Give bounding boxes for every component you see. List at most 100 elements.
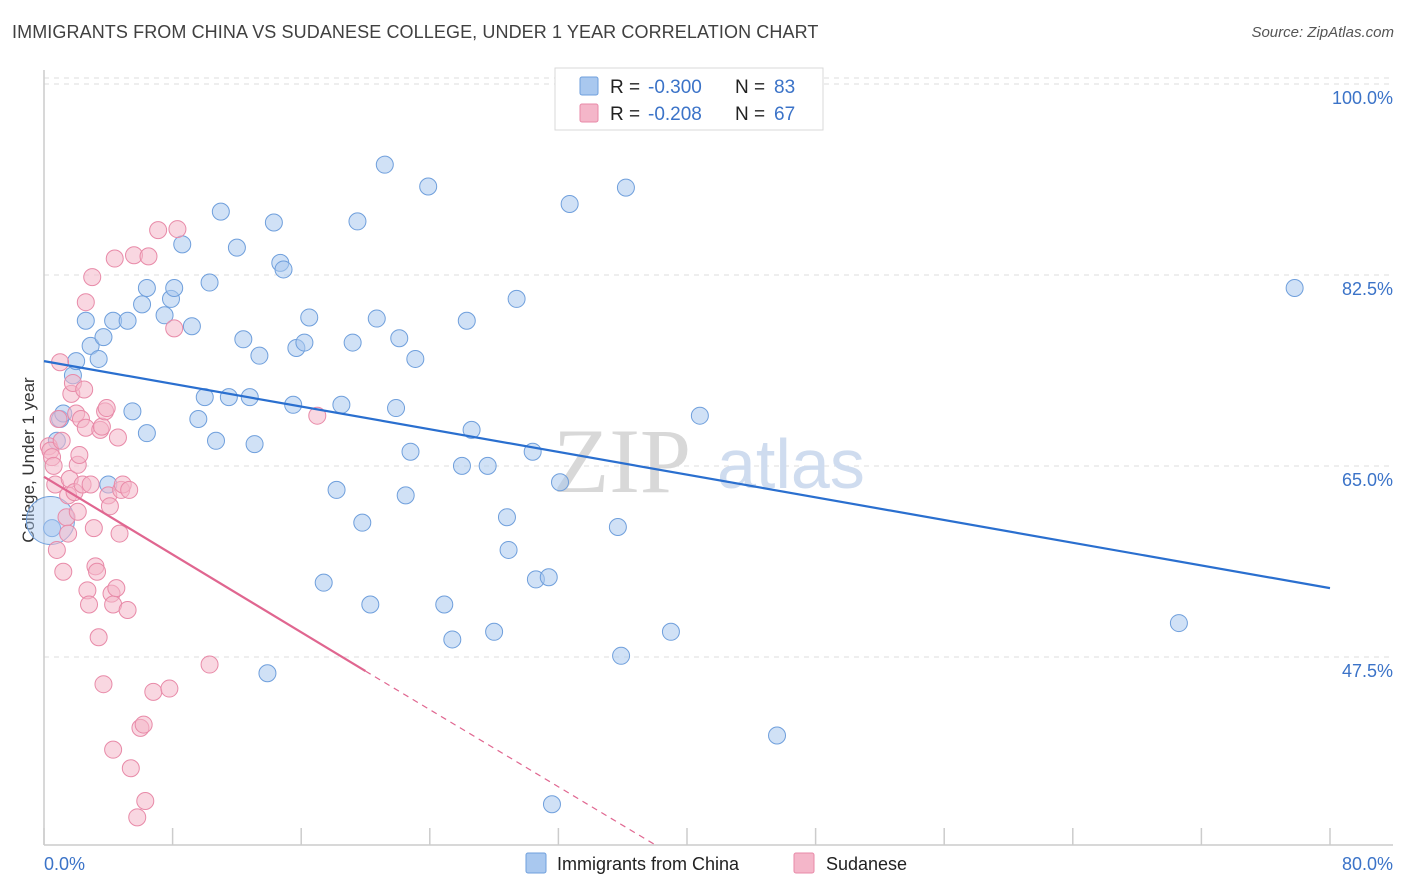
data-point-sudanese — [121, 759, 140, 778]
bottom-legend-swatch-sudanese — [793, 852, 815, 874]
data-point-china — [551, 473, 570, 492]
watermark: ZIP atlas — [553, 410, 865, 512]
trend-line-china — [43, 360, 1331, 590]
data-point-sudanese — [76, 293, 95, 312]
y-axis-label: College, Under 1 year — [19, 377, 38, 543]
legend-sudanese-r-value: -0.208 — [648, 104, 702, 125]
grid-lines — [44, 77, 1393, 658]
data-point-sudanese — [100, 497, 119, 516]
x-tick-label-min: 0.0% — [44, 854, 85, 874]
data-point-china — [89, 349, 108, 368]
data-point-sudanese — [44, 456, 63, 475]
data-point-sudanese — [108, 428, 127, 447]
data-point-china — [1169, 614, 1188, 633]
data-point-china — [1285, 279, 1304, 297]
data-point-china — [264, 213, 283, 232]
data-point-sudanese — [88, 562, 107, 581]
legend-swatch-china — [579, 76, 599, 96]
legend-swatch-sudanese — [579, 103, 599, 123]
legend: R = -0.300 N = 83 R = -0.208 N = 67 — [554, 67, 824, 131]
data-point-china — [478, 456, 497, 475]
data-point-sudanese — [308, 406, 327, 425]
data-point-sudanese — [200, 655, 219, 674]
data-point-sudanese — [83, 268, 102, 287]
data-point-sudanese — [160, 679, 179, 698]
x-tick-marks — [43, 828, 1331, 845]
data-point-china — [542, 795, 561, 814]
legend-china-n-value: 83 — [774, 77, 795, 98]
series-sudanese-points — [39, 220, 327, 827]
legend-box — [554, 67, 824, 131]
data-point-china — [94, 328, 113, 347]
data-point-china — [499, 540, 518, 559]
data-point-china — [165, 279, 184, 297]
data-point-china — [123, 402, 142, 421]
data-point-china — [274, 260, 293, 279]
data-point-china — [250, 346, 269, 365]
bottom-legend-swatch-china — [525, 852, 547, 874]
data-point-sudanese — [84, 519, 103, 538]
data-point-sudanese — [128, 808, 147, 827]
data-point-china — [390, 329, 409, 348]
data-point-china — [462, 420, 481, 439]
data-point-sudanese — [68, 502, 87, 521]
data-point-china — [76, 311, 95, 330]
data-point-sudanese — [105, 249, 124, 268]
data-point-china — [608, 518, 627, 537]
data-point-sudanese — [120, 480, 139, 499]
data-point-china — [612, 646, 631, 665]
data-point-sudanese — [75, 380, 94, 399]
data-point-china — [348, 212, 367, 231]
y-tick-label: 100.0% — [1332, 88, 1393, 108]
data-point-china — [155, 306, 174, 325]
data-point-china — [227, 238, 246, 257]
data-point-sudanese — [54, 562, 73, 581]
data-point-china — [375, 155, 394, 174]
data-point-sudanese — [168, 220, 187, 239]
data-point-sudanese — [136, 791, 155, 810]
data-point-china — [690, 406, 709, 425]
data-point-china — [661, 622, 680, 641]
data-point-sudanese — [104, 740, 123, 759]
source-label: Source: ZipAtlas.com — [1251, 24, 1394, 41]
data-point-sudanese — [70, 445, 89, 464]
data-point-china — [314, 573, 333, 592]
bottom-legend-china: Immigrants from China — [557, 854, 740, 874]
data-point-china — [137, 424, 156, 443]
legend-china-r-label: R = — [610, 77, 640, 98]
data-point-china — [295, 333, 314, 352]
data-point-sudanese — [144, 682, 163, 701]
trend-line-sudanese-extension — [365, 670, 656, 846]
data-point-sudanese — [118, 600, 137, 619]
y-tick-label: 65.0% — [1342, 470, 1393, 490]
y-tick-label: 47.5% — [1342, 661, 1393, 681]
data-point-sudanese — [165, 319, 184, 338]
y-tick-labels: 47.5% 65.0% 82.5% 100.0% — [1332, 88, 1393, 681]
data-point-sudanese — [59, 524, 78, 543]
watermark-zip: ZIP — [553, 410, 691, 512]
data-point-sudanese — [139, 247, 158, 266]
data-point-sudanese — [94, 675, 113, 694]
legend-china-n-label: N = — [735, 77, 765, 98]
trend-line-sudanese — [43, 475, 367, 673]
legend-sudanese-n-value: 67 — [774, 104, 795, 125]
data-point-china — [452, 456, 471, 475]
legend-china-r-value: -0.300 — [648, 77, 702, 98]
data-point-china — [406, 349, 425, 368]
data-point-china — [219, 388, 238, 407]
data-point-china — [207, 431, 226, 450]
data-point-china — [118, 311, 137, 330]
data-point-sudanese — [52, 431, 71, 450]
data-point-china — [396, 486, 415, 505]
data-point-china — [137, 279, 156, 297]
data-point-sudanese — [47, 540, 66, 559]
data-point-china — [258, 664, 277, 683]
data-point-china — [497, 508, 516, 527]
x-tick-label-max: 80.0% — [1342, 854, 1393, 874]
data-point-sudanese — [97, 399, 116, 418]
legend-sudanese-n-label: N = — [735, 104, 765, 125]
data-point-china — [768, 726, 787, 745]
data-point-sudanese — [149, 221, 168, 240]
data-point-china — [539, 568, 558, 587]
